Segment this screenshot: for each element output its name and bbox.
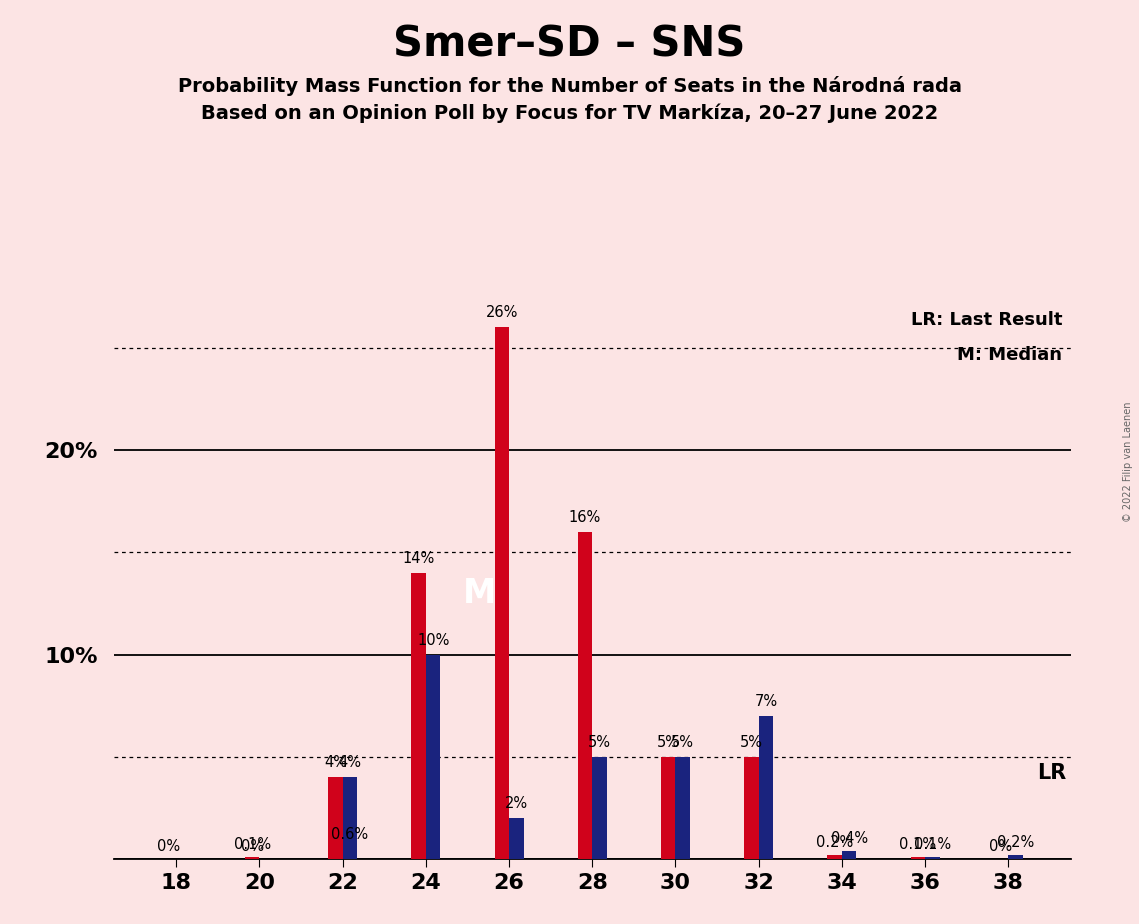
Bar xyxy=(494,327,509,859)
Text: © 2022 Filip van Laenen: © 2022 Filip van Laenen xyxy=(1123,402,1133,522)
Bar xyxy=(1008,856,1023,859)
Text: 0.4%: 0.4% xyxy=(830,831,868,846)
Text: 16%: 16% xyxy=(568,510,601,525)
Text: Smer–SD – SNS: Smer–SD – SNS xyxy=(393,23,746,65)
Text: 0.2%: 0.2% xyxy=(997,835,1034,850)
Bar xyxy=(744,757,759,859)
Text: 2%: 2% xyxy=(505,796,527,811)
Bar xyxy=(661,757,675,859)
Bar xyxy=(245,857,260,859)
Bar xyxy=(577,532,592,859)
Text: 5%: 5% xyxy=(657,735,680,750)
Text: 4%: 4% xyxy=(323,755,347,771)
Text: 0.1%: 0.1% xyxy=(913,837,951,852)
Text: 0.1%: 0.1% xyxy=(233,837,271,852)
Text: M: Median: M: Median xyxy=(958,346,1063,364)
Text: 0%: 0% xyxy=(990,839,1013,854)
Text: LR: LR xyxy=(1038,763,1066,784)
Text: 5%: 5% xyxy=(671,735,695,750)
Text: M: M xyxy=(464,577,497,610)
Bar xyxy=(343,847,358,859)
Bar xyxy=(925,857,940,859)
Bar xyxy=(592,757,607,859)
Bar xyxy=(675,757,690,859)
Text: 26%: 26% xyxy=(485,305,518,321)
Text: 0.1%: 0.1% xyxy=(899,837,936,852)
Text: 5%: 5% xyxy=(740,735,763,750)
Text: 5%: 5% xyxy=(588,735,611,750)
Text: 10%: 10% xyxy=(417,633,450,648)
Text: 0%: 0% xyxy=(157,839,181,854)
Text: 14%: 14% xyxy=(402,551,435,565)
Bar xyxy=(759,716,773,859)
Text: 0.6%: 0.6% xyxy=(331,827,369,842)
Text: 7%: 7% xyxy=(754,694,778,709)
Bar xyxy=(426,655,441,859)
Text: LR: Last Result: LR: Last Result xyxy=(911,311,1063,329)
Bar xyxy=(411,573,426,859)
Bar xyxy=(509,819,524,859)
Bar xyxy=(343,777,358,859)
Bar xyxy=(328,777,343,859)
Text: 0.2%: 0.2% xyxy=(816,835,853,850)
Text: Based on an Opinion Poll by Focus for TV Markíza, 20–27 June 2022: Based on an Opinion Poll by Focus for TV… xyxy=(200,103,939,123)
Text: Probability Mass Function for the Number of Seats in the Národná rada: Probability Mass Function for the Number… xyxy=(178,76,961,96)
Text: 4%: 4% xyxy=(338,755,361,771)
Bar xyxy=(842,851,857,859)
Bar xyxy=(910,857,925,859)
Text: 0%: 0% xyxy=(240,839,264,854)
Bar xyxy=(827,856,842,859)
